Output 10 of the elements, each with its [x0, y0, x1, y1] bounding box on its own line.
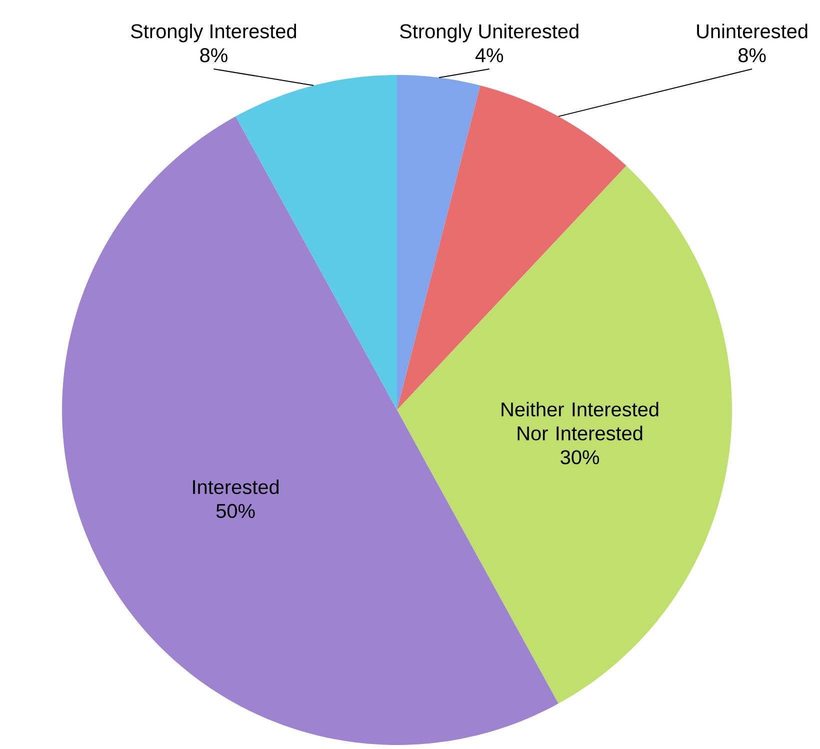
data-label: 30%	[560, 450, 600, 464]
data-label: 8%	[200, 48, 228, 62]
data-label: 50%	[216, 504, 255, 518]
data-label: 4%	[475, 48, 504, 62]
slice-label: Interested	[193, 479, 279, 494]
slice-label: Strongly Uniterested	[400, 24, 578, 42]
slice-label: Uninterested	[697, 24, 808, 38]
slice-label: Neither Interested Nor Interested	[502, 402, 658, 440]
slice-label: Strongly Interested	[131, 24, 296, 42]
data-label: 8%	[738, 48, 766, 62]
